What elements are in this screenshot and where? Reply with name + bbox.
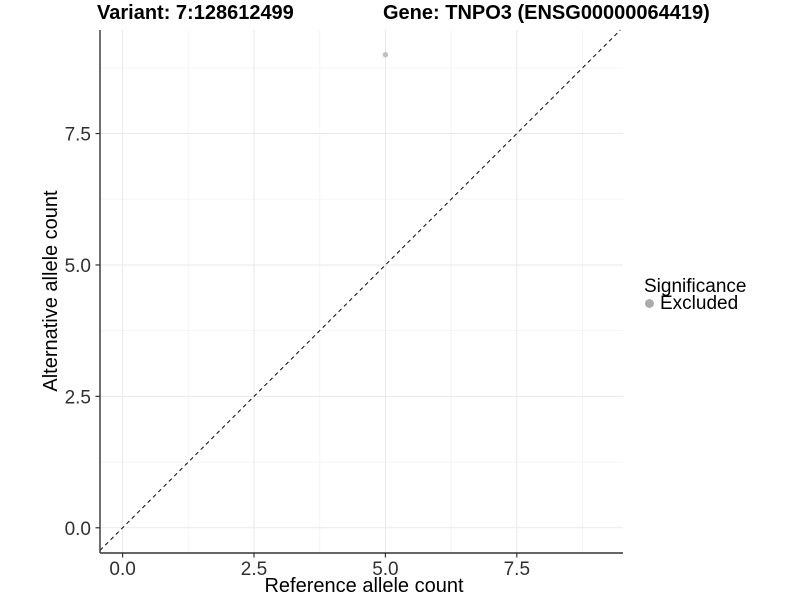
legend-item-label: Excluded	[660, 293, 739, 314]
x-tick-label: 0.0	[109, 559, 135, 580]
x-tick-label: 5.0	[372, 559, 398, 580]
plot-title-gene: Gene: TNPO3 (ENSG00000064419)	[383, 2, 710, 24]
legend: Significance Excluded	[644, 277, 746, 313]
y-tick-label: 5.0	[65, 256, 91, 277]
x-tick-label: 2.5	[241, 559, 267, 580]
y-tick-label: 0.0	[65, 519, 91, 540]
legend-key-dot	[645, 299, 654, 308]
x-axis-title: Reference allele count	[264, 575, 464, 597]
legend-item-excluded: Excluded	[644, 294, 746, 313]
y-tick-label: 2.5	[65, 387, 91, 408]
y-tick-label: 7.5	[65, 125, 91, 146]
legend-title: Significance	[644, 276, 747, 297]
identity-line	[99, 29, 621, 551]
y-axis-title: Alternative allele count	[40, 190, 62, 392]
x-tick-label: 7.5	[504, 559, 530, 580]
data-point-excluded	[382, 52, 389, 58]
plot-title-variant: Variant: 7:128612499	[97, 2, 294, 24]
